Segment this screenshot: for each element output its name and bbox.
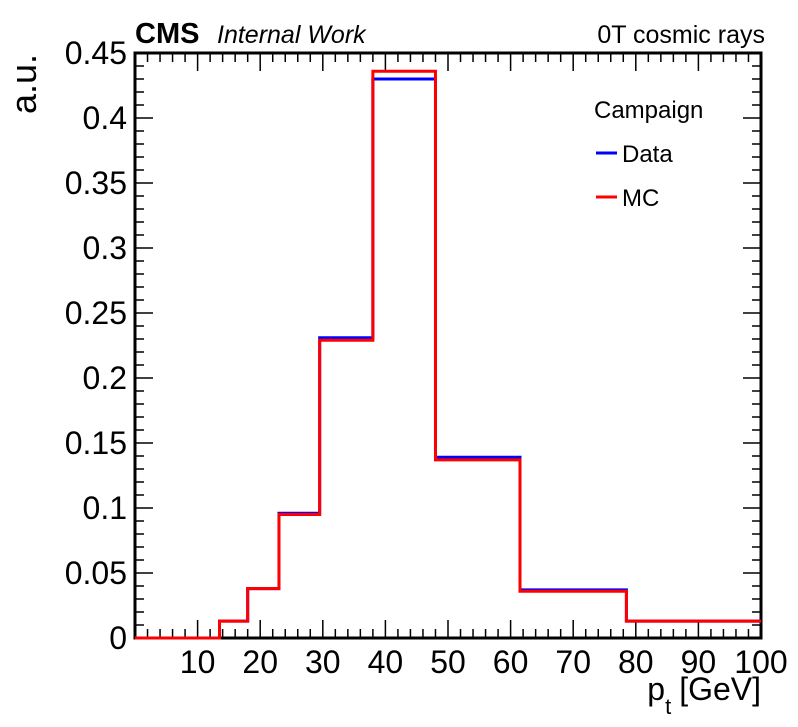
x-tick-label: 10 [180,644,216,680]
legend-title: Campaign [594,97,703,124]
status-label: Internal Work [217,21,367,49]
y-tick-label: 0.1 [83,490,127,526]
legend: Campaign Data MC [594,97,703,212]
x-axis-title-main: p [647,671,665,707]
series-group [135,69,761,640]
y-tick-label: 0.25 [65,295,127,331]
y-tick-label: 0.05 [65,555,127,591]
x-tick-label: 90 [681,644,717,680]
x-tick-label: 20 [242,644,278,680]
y-tick-label: 0 [109,620,127,656]
x-axis-title-sub: t [665,694,671,719]
legend-label-mc: MC [622,185,659,212]
y-tick-label: 0.4 [83,100,127,136]
y-tick-label: 0.45 [65,35,127,71]
axis-ticks-group [135,53,761,638]
x-tick-label: 80 [618,644,654,680]
y-tick-label: 0.2 [83,360,127,396]
x-tick-label: 50 [430,644,466,680]
x-tick-label: 60 [493,644,529,680]
tick-labels-group: 10 20 30 40 50 60 70 80 90 100 0 0.05 0.1 0.15 0.2 0.25… [65,35,788,680]
dataset-label: 0T cosmic rays [597,21,765,49]
x-tick-label: 30 [305,644,341,680]
x-tick-label: 40 [368,644,404,680]
series-mc-line [135,69,761,640]
x-tick-label: 100 [734,644,787,680]
y-axis-title: a.u. [3,54,44,114]
x-axis-title: pt [GeV] [647,671,761,719]
y-tick-label: 0.35 [65,165,127,201]
x-tick-label: 70 [555,644,591,680]
y-tick-label: 0.15 [65,425,127,461]
legend-label-data: Data [622,141,673,168]
x-axis-title-unit: [GeV] [679,671,761,707]
cms-label: CMS [135,18,199,50]
y-tick-label: 0.3 [83,230,127,266]
